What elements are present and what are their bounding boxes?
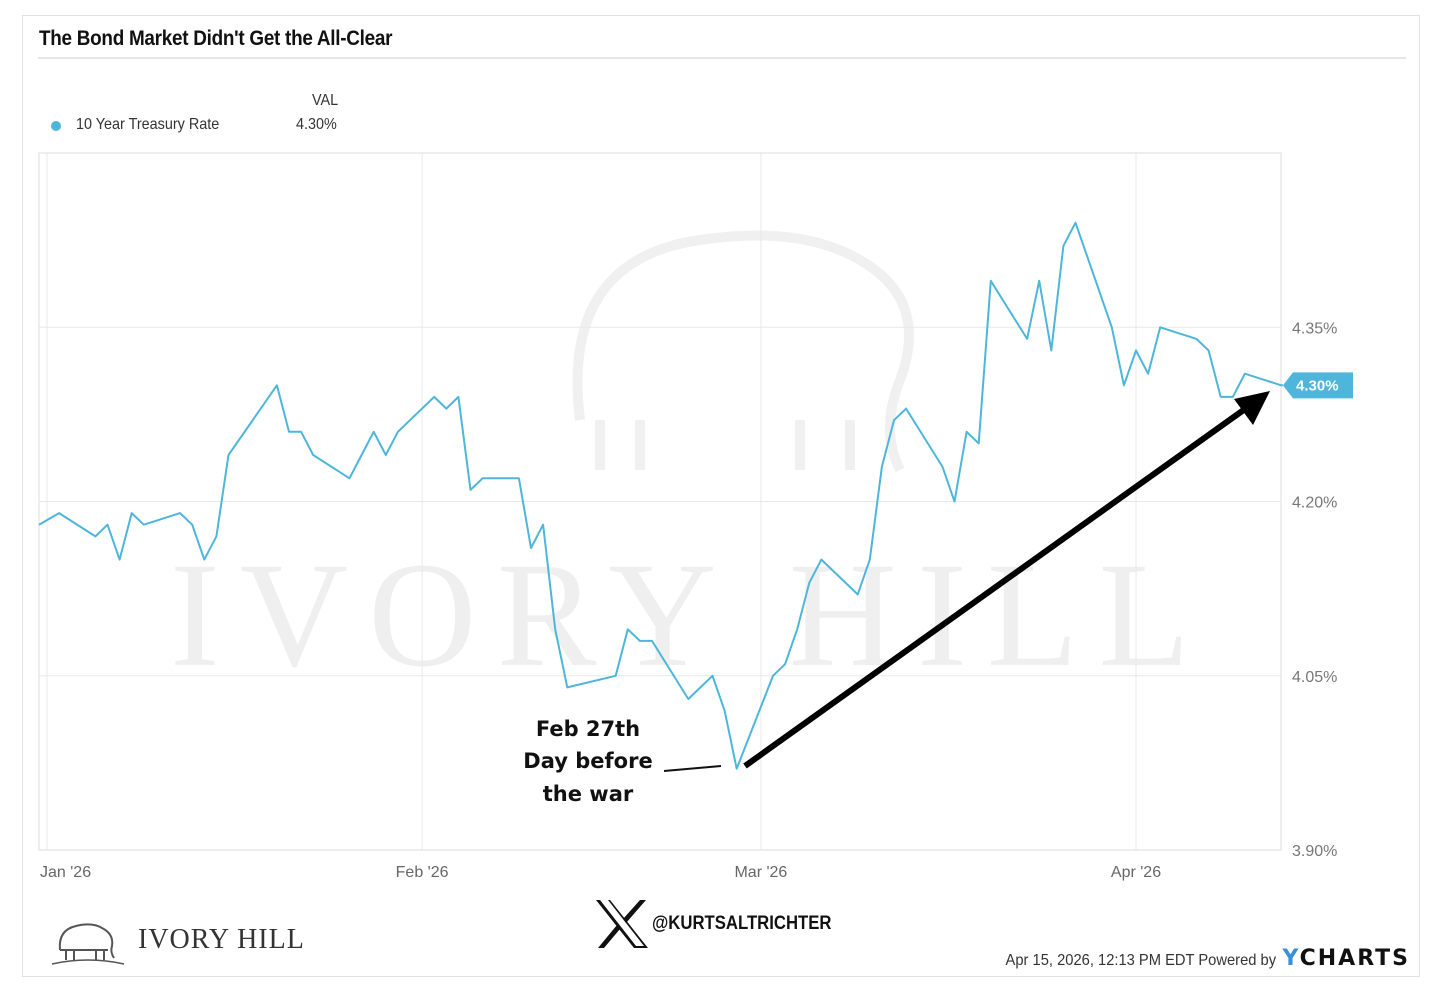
x-tick-label: Apr '26 xyxy=(1111,864,1161,881)
x-logo-icon xyxy=(596,900,648,948)
handle-text: @KURTSALTRICHTER xyxy=(652,913,832,934)
x-tick-label: Mar '26 xyxy=(734,864,787,881)
y-tick-label: 4.35% xyxy=(1292,320,1337,337)
last-value-flag: 4.30% xyxy=(1283,372,1353,399)
legend-series-dot xyxy=(51,121,61,131)
footer-attribution: Apr 15, 2026, 12:13 PM EDT Powered by YC… xyxy=(982,946,1410,971)
elephant-logo-icon xyxy=(52,923,124,965)
watermark-text: IVORY HILL xyxy=(170,532,1210,698)
ycharts-logo[interactable]: YCHARTS xyxy=(1282,946,1410,971)
brand-name: IVORY HILL xyxy=(138,924,305,955)
legend-series-value: 4.30% xyxy=(296,116,337,133)
last-value-flag-shape xyxy=(1283,372,1353,399)
trend-arrow-shaft xyxy=(743,406,1247,769)
data-points xyxy=(1281,384,1283,387)
x-tick-label: Feb '26 xyxy=(396,864,449,881)
chart-card xyxy=(22,15,1420,977)
trend-arrow-head-icon xyxy=(1234,391,1270,425)
title-divider xyxy=(38,57,1406,59)
last-value-label: 4.30% xyxy=(1296,377,1339,394)
ivory-hill-logo: IVORY HILL xyxy=(52,912,305,968)
chart-title: The Bond Market Didn't Get the All-Clear xyxy=(39,27,393,50)
ycharts-y-icon: Y xyxy=(1282,946,1300,971)
annotation-line-1: Feb 27th xyxy=(536,717,640,741)
grid xyxy=(39,153,1281,851)
y-tick-label: 3.90% xyxy=(1292,843,1337,860)
x-tick-label: Jan '26 xyxy=(40,864,91,881)
timestamp: Apr 15, 2026, 12:13 PM EDT Powered by xyxy=(1005,952,1277,969)
annotation: Feb 27th Day before the war xyxy=(523,391,1270,806)
y-tick-label: 4.05% xyxy=(1292,669,1337,686)
watermark-elephant-icon xyxy=(572,230,914,473)
legend-value-header: VAL xyxy=(312,92,339,109)
ycharts-logo-text: CHARTS xyxy=(1299,946,1410,971)
annotation-line-2: Day before xyxy=(523,749,652,773)
x-axis: Jan '26 Feb '26 Mar '26 Apr '26 xyxy=(40,864,1161,881)
social-handle[interactable]: @KURTSALTRICHTER xyxy=(594,898,856,950)
plot-frame xyxy=(38,152,1282,851)
annotation-pointer-line xyxy=(663,765,722,772)
legend-series-name[interactable]: 10 Year Treasury Rate xyxy=(76,116,220,133)
annotation-line-3: the war xyxy=(543,782,634,806)
watermark: IVORY HILL xyxy=(170,230,1210,698)
series-line-10-year-treasury-rate[interactable] xyxy=(38,221,1282,770)
y-tick-label: 4.20% xyxy=(1292,495,1337,512)
y-axis: 3.90% 4.05% 4.20% 4.35% xyxy=(1292,320,1337,860)
